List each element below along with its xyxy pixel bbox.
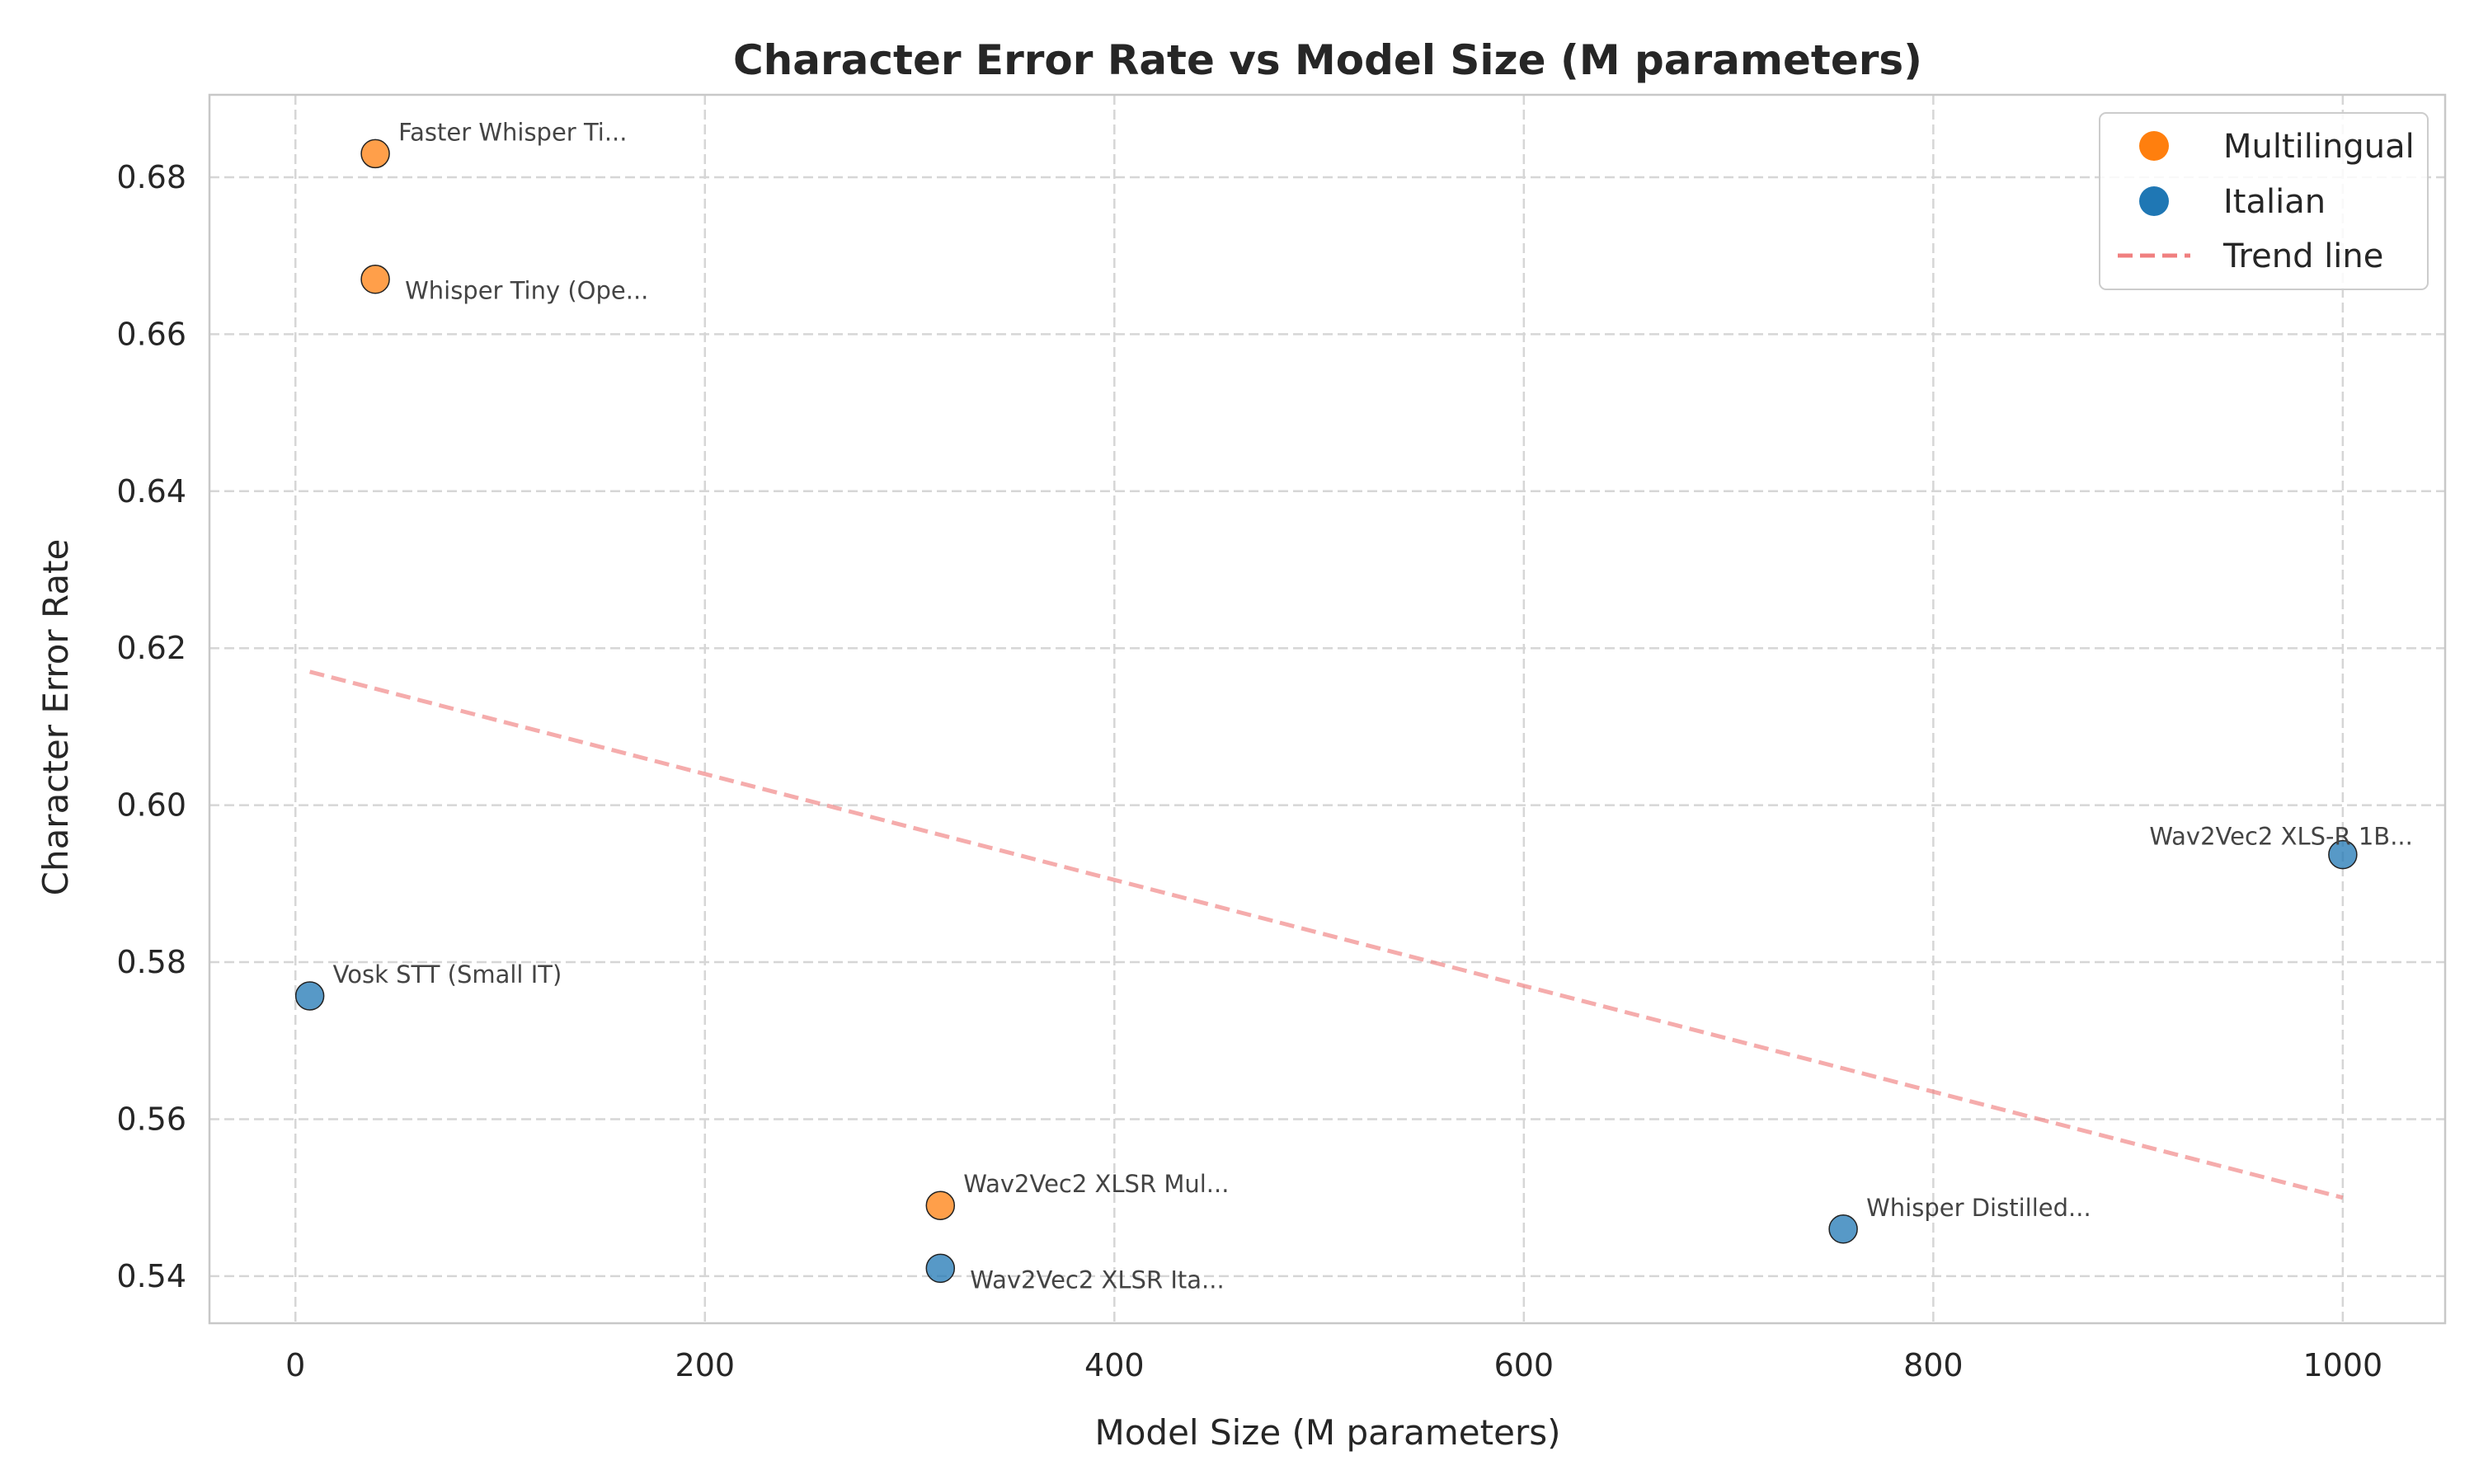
legend-marker-multilingual: [2139, 131, 2169, 161]
point-label-whisper-tiny-ope: Whisper Tiny (Ope...: [405, 277, 648, 305]
x-tick-label: 400: [1084, 1347, 1145, 1383]
y-tick-label: 0.60: [116, 787, 186, 824]
legend-label-multilingual: Multilingual: [2223, 128, 2415, 166]
y-tick-label: 0.64: [116, 473, 186, 510]
plot-area-frame: [208, 93, 2447, 1325]
y-tick-label: 0.62: [116, 630, 186, 666]
scatter-point-wav2vec2-xlsr-ita: [925, 1253, 956, 1284]
x-axis-title: Model Size (M parameters): [1095, 1412, 1561, 1453]
x-tick-label: 800: [1903, 1347, 1964, 1383]
trend-line: [309, 669, 2344, 1200]
points-layer: [294, 139, 2358, 1284]
x-tick-label: 600: [1494, 1347, 1554, 1383]
point-label-wav2vec2-xlsr-ita: Wav2Vec2 XLSR Ita...: [970, 1266, 1224, 1294]
x-tick-label: 200: [675, 1347, 736, 1383]
chart-title: Character Error Rate vs Model Size (M pa…: [733, 36, 1922, 84]
legend-label-italian: Italian: [2223, 183, 2326, 221]
y-tick-label: 0.68: [116, 159, 186, 195]
point-label-whisper-distilled: Whisper Distilled...: [1866, 1194, 2091, 1222]
y-tick-label: 0.66: [116, 316, 186, 352]
scatter-point-faster-whisper-ti: [360, 139, 390, 169]
x-tick-label: 1000: [2303, 1347, 2383, 1383]
point-label-vosk-stt-small-it: Vosk STT (Small IT): [333, 960, 562, 989]
y-tick-label: 0.54: [116, 1258, 186, 1294]
point-label-wav2vec2-xls-r-1b: Wav2Vec2 XLS-R 1B...: [2149, 823, 2413, 851]
tick-labels-layer: 0 200 400 600 800 1000 0.54 0.56 0.58 0.60 0.62 0.6…: [116, 159, 2382, 1383]
legend: Multilingual Italian Trend line: [2099, 112, 2429, 290]
scatter-point-whisper-tiny-ope: [360, 264, 390, 294]
trend-layer: [309, 669, 2344, 1200]
x-tick-label: 0: [285, 1347, 305, 1383]
legend-label-trend-line: Trend line: [2222, 237, 2383, 275]
y-axis-title: Character Error Rate: [35, 539, 76, 896]
legend-box: [2099, 112, 2429, 290]
legend-marker-italian: [2139, 186, 2169, 216]
scatter-point-whisper-distilled: [1828, 1214, 1858, 1244]
scatter-point-vosk-stt-small-it: [294, 981, 325, 1011]
grid-layer: [209, 95, 2445, 1323]
scatter-point-wav2vec2-xlsr-mul: [925, 1190, 956, 1220]
y-tick-label: 0.58: [116, 944, 186, 980]
point-label-wav2vec2-xlsr-mul: Wav2Vec2 XLSR Mul...: [963, 1170, 1229, 1198]
point-labels-layer: Faster Whisper Ti... Whisper Tiny (Ope...…: [333, 118, 2413, 1294]
y-tick-label: 0.56: [116, 1101, 186, 1137]
point-label-faster-whisper-ti: Faster Whisper Ti...: [398, 118, 627, 146]
scatter-point-wav2vec2-xls-r-1b: [2328, 839, 2358, 870]
